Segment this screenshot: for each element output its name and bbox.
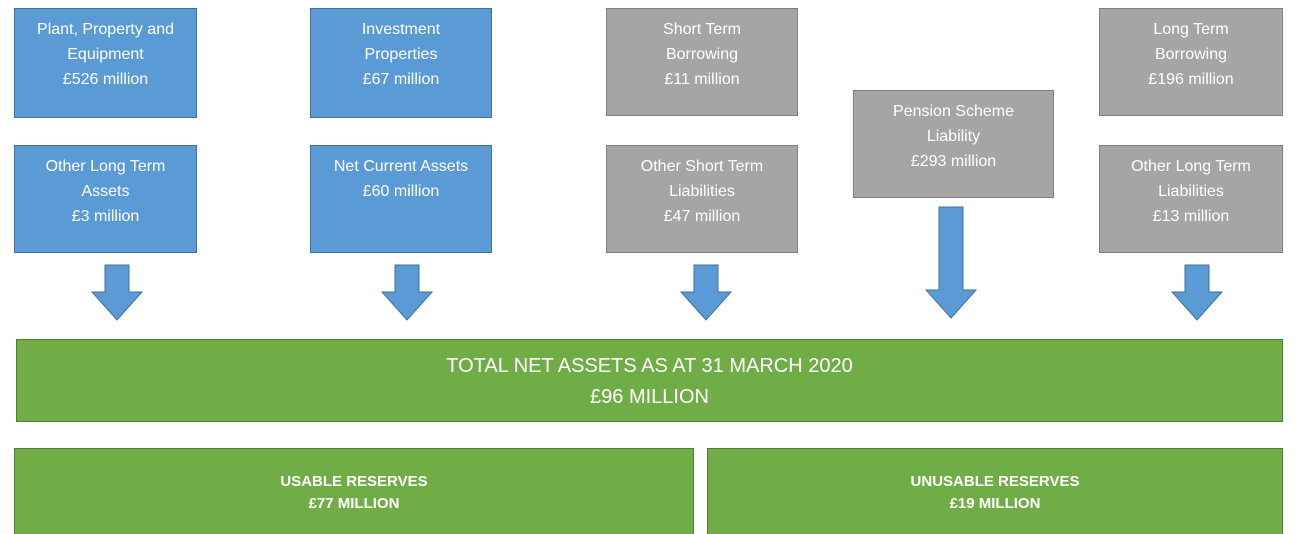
box-text: Plant, Property and: [37, 21, 174, 38]
box: USABLE RESERVES £77 MILLION: [14, 448, 694, 534]
box-text: £11 million: [664, 71, 740, 88]
arrow: [380, 264, 434, 321]
arrow: [1170, 264, 1224, 321]
box: Short Term Borrowing £11 million: [606, 8, 798, 116]
box: Other Long Term Liabilities £13 million: [1099, 145, 1283, 253]
box-text: Pension Scheme: [893, 103, 1014, 120]
box-text: £47 million: [663, 208, 741, 225]
box-text: Long Term: [1153, 21, 1229, 38]
box-text: TOTAL NET ASSETS AS AT 31 MARCH 2020: [446, 355, 853, 377]
box-text: UNUSABLE RESERVES: [910, 473, 1080, 490]
box-text: Equipment: [67, 46, 144, 63]
box-text: Investment: [361, 21, 441, 38]
box-text: USABLE RESERVES: [280, 473, 428, 490]
box: TOTAL NET ASSETS AS AT 31 MARCH 2020 £96 …: [16, 339, 1283, 422]
box-text: £293 million: [910, 153, 997, 170]
box-text: Assets: [81, 183, 130, 200]
box-text: Borrowing: [665, 46, 739, 63]
box: Plant, Property and Equipment £526 million: [14, 8, 197, 118]
box: Pension Scheme Liability £293 million: [853, 90, 1054, 198]
box-text: Properties: [364, 46, 438, 63]
box-text: £96 MILLION: [590, 386, 709, 408]
box: Investment Properties £67 million: [310, 8, 492, 118]
box-text: £526 million: [62, 71, 149, 88]
box-text: £196 million: [1148, 71, 1234, 88]
box: UNUSABLE RESERVES £19 MILLION: [707, 448, 1283, 534]
box-text: £19 MILLION: [949, 495, 1041, 512]
box-text: Other Long Term: [45, 158, 166, 175]
box: Other Short Term Liabilities £47 million: [606, 145, 798, 253]
box: Other Long Term Assets £3 million: [14, 145, 197, 253]
box: Long Term Borrowing £196 million: [1099, 8, 1283, 116]
arrow: [90, 264, 144, 321]
box-text: £3 million: [71, 208, 140, 225]
box-text: Liabilities: [669, 183, 735, 200]
box-text: £67 million: [362, 71, 440, 88]
box-text: Net Current Assets: [333, 158, 469, 175]
arrow: [679, 264, 733, 321]
box-text: Liability: [926, 128, 981, 145]
box-text: £77 MILLION: [308, 495, 400, 512]
box-text: Borrowing: [1154, 46, 1228, 63]
box-text: Other Long Term: [1131, 158, 1251, 175]
box-text: £13 million: [1152, 208, 1230, 225]
box-text: £60 million: [362, 183, 440, 200]
arrow: [924, 206, 978, 319]
box-text: Liabilities: [1158, 183, 1224, 200]
box: Net Current Assets £60 million: [310, 145, 492, 253]
box-text: Other Short Term: [640, 158, 764, 175]
box-text: Short Term: [663, 21, 741, 38]
